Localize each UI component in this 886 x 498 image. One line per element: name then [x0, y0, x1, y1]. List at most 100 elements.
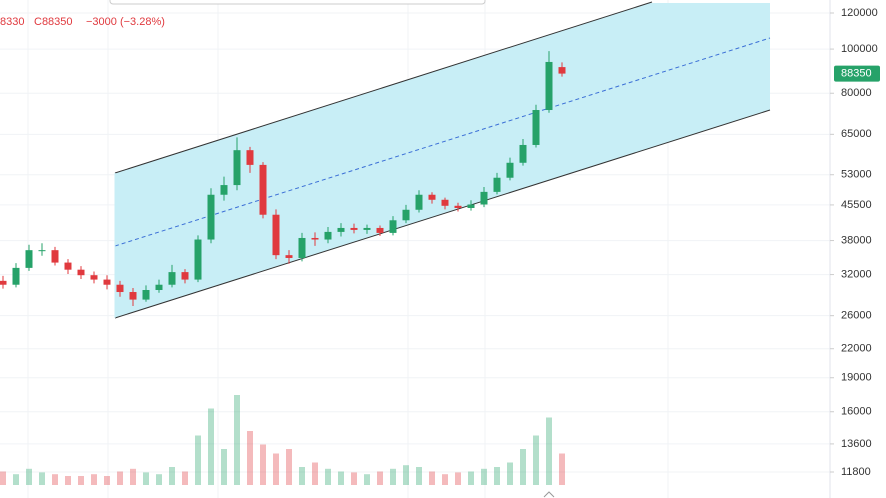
y-tick-label: 19000 — [841, 372, 872, 384]
volume-bar — [0, 471, 6, 485]
volume-bar — [533, 435, 539, 485]
y-tick-label: 16000 — [841, 406, 872, 418]
volume-bar — [494, 467, 500, 485]
candle-body — [493, 177, 501, 192]
volume-bar — [39, 472, 45, 485]
candle-body — [272, 214, 280, 256]
candle-body — [454, 205, 462, 208]
candle-body — [155, 284, 163, 291]
volume-bar — [455, 472, 461, 485]
volume-bar — [299, 467, 305, 485]
candle-body — [168, 272, 176, 285]
volume-bar — [325, 468, 331, 485]
volume-bar — [78, 476, 84, 485]
candle-body — [506, 162, 514, 178]
volume-bar — [312, 462, 318, 485]
candle-body — [129, 292, 137, 300]
candle-body — [532, 110, 540, 145]
volume-bar — [52, 474, 58, 485]
y-tick-label: 38000 — [841, 234, 872, 246]
candle-body — [90, 275, 98, 280]
volume-bar — [260, 444, 266, 485]
candle-body — [25, 250, 33, 268]
volume-bar — [221, 449, 227, 485]
volume-bar — [13, 474, 19, 485]
volume-bar — [559, 453, 565, 485]
candle-body — [389, 220, 397, 233]
candle-body — [324, 231, 332, 240]
candle-body — [428, 194, 436, 200]
volume-bar — [208, 408, 214, 485]
volume-bar — [546, 417, 552, 485]
candle-body — [259, 164, 267, 215]
ohlc-close: C88350 — [34, 16, 73, 28]
y-tick-label: 100000 — [841, 43, 878, 55]
channel-upper — [114, 1, 653, 174]
volume-bar — [416, 467, 422, 485]
y-tick-label: 13600 — [841, 438, 872, 450]
y-tick-label: 65000 — [841, 128, 872, 140]
y-tick-label: 53000 — [841, 169, 872, 181]
volume-bar — [351, 472, 357, 485]
dropdown-edge — [109, 0, 486, 5]
volume-bar — [481, 468, 487, 485]
ohlc-change: −3000 (−3.28%) — [86, 16, 165, 28]
candle-body — [402, 209, 410, 221]
volume-bar — [520, 449, 526, 485]
candle-body — [519, 144, 527, 163]
volume-bar — [286, 449, 292, 485]
candle-body — [194, 239, 202, 280]
volume-bar — [117, 471, 123, 485]
candle-body — [246, 150, 254, 165]
volume-bar — [338, 471, 344, 485]
volume-bar — [468, 471, 474, 485]
candle-body — [545, 61, 553, 111]
candle-body — [207, 194, 215, 240]
candle-body — [480, 191, 488, 205]
candle-body — [181, 272, 189, 280]
y-tick-label: 80000 — [841, 87, 872, 99]
volume-bar — [195, 435, 201, 485]
candle-body — [64, 262, 72, 270]
y-tick-label: 45500 — [841, 199, 872, 211]
volume-bar — [377, 471, 383, 485]
candle-body — [220, 185, 228, 195]
candle-body — [116, 284, 124, 293]
ohlc-low: 8330 — [0, 16, 24, 28]
volume-bar — [429, 471, 435, 485]
volume-bar — [169, 467, 175, 485]
scroll-caret[interactable] — [543, 491, 555, 498]
candle-body — [0, 280, 7, 285]
candle-body — [12, 267, 20, 285]
volume-bar — [130, 468, 136, 485]
candle-body — [441, 199, 449, 206]
candle-body — [51, 250, 59, 263]
candle-body — [363, 227, 371, 230]
y-tick-label: 11800 — [841, 466, 871, 478]
candle-body — [142, 290, 150, 300]
channel-fill — [115, 3, 770, 318]
candle-body — [77, 269, 85, 276]
candle-body — [285, 255, 293, 258]
volume-bar — [156, 474, 162, 485]
volume-bar — [91, 474, 97, 485]
channel-lower — [114, 109, 771, 319]
volume-bar — [65, 476, 71, 485]
volume-bar — [143, 472, 149, 485]
volume-bar — [507, 462, 513, 485]
volume-bar — [104, 476, 110, 485]
candle-body — [233, 150, 241, 186]
candle-body — [415, 194, 423, 210]
candle-body — [467, 204, 475, 208]
y-tick-label: 120000 — [841, 7, 878, 19]
volume-bar — [26, 468, 32, 485]
y-tick-label: 26000 — [841, 310, 872, 322]
last-price-label: 88350 — [841, 68, 872, 80]
y-tick-label: 32000 — [841, 268, 872, 280]
candle-body — [38, 250, 46, 252]
candle-body — [311, 237, 319, 240]
candle-body — [376, 227, 384, 233]
volume-bar — [273, 453, 279, 485]
